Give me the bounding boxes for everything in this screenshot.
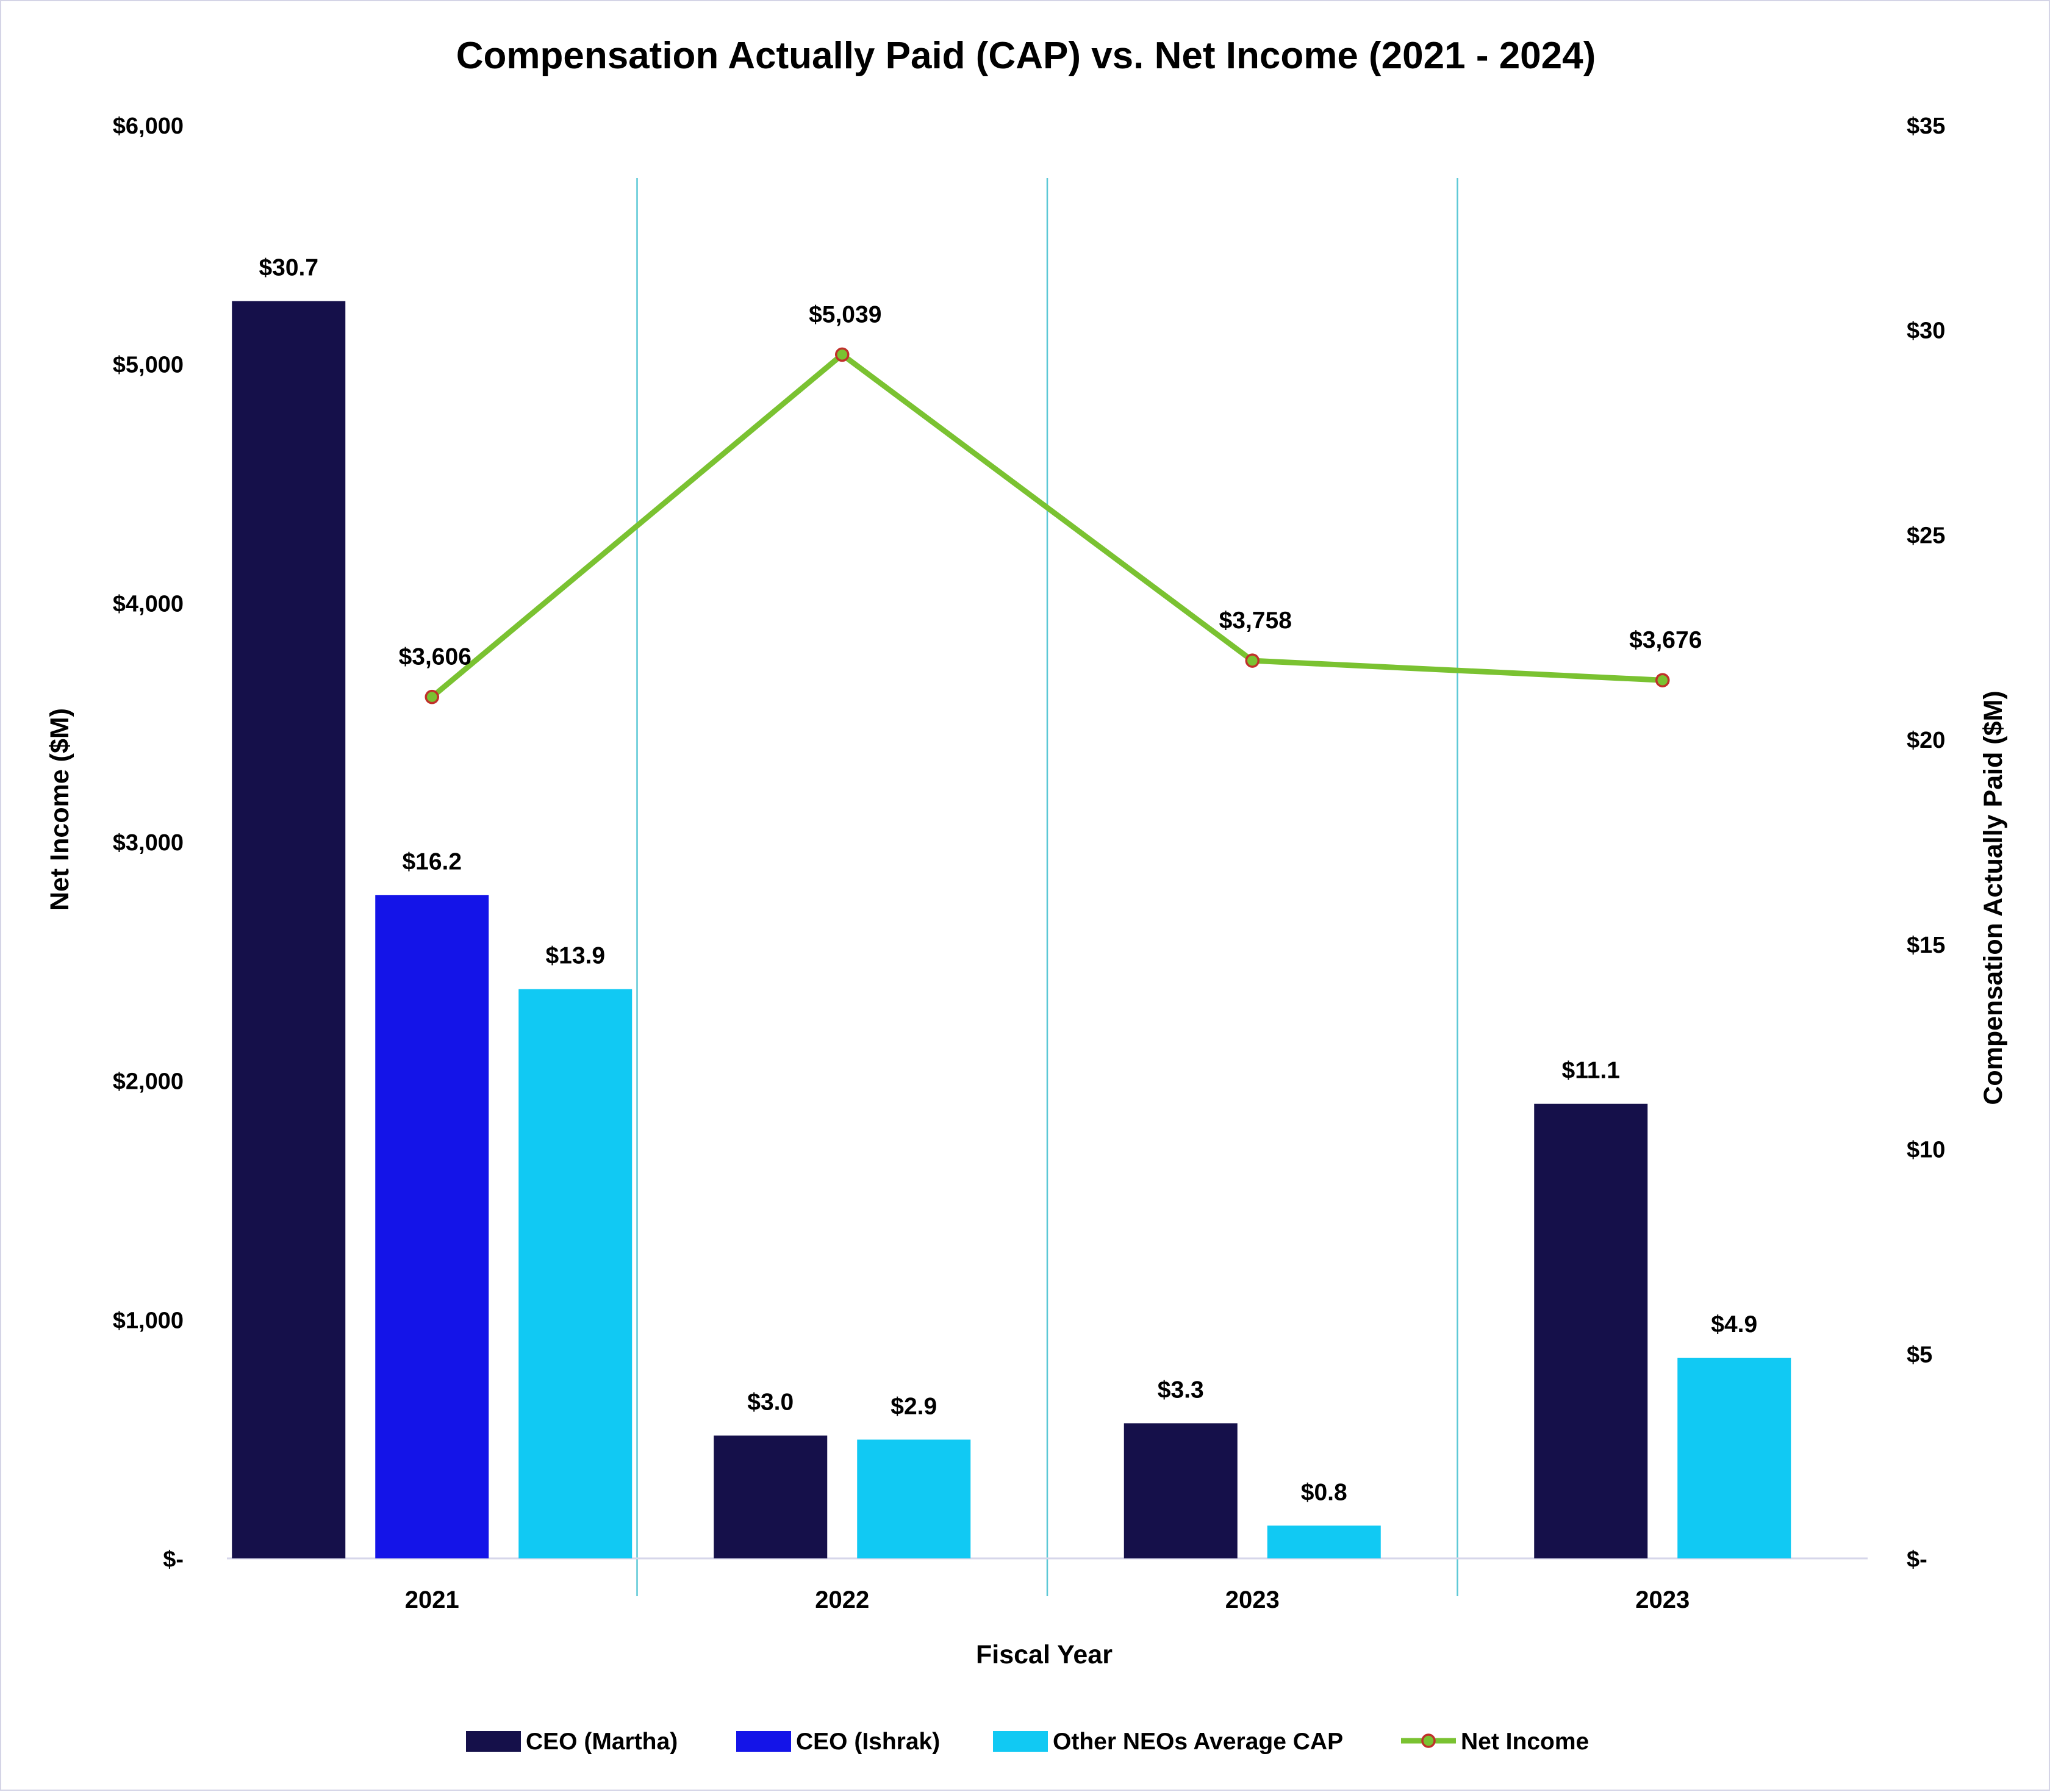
bar-data-label: $13.9: [545, 943, 605, 969]
legend-label: Net Income: [1461, 1729, 1589, 1755]
y-right-tick-label: $-: [1907, 1547, 1927, 1572]
legend-swatch-ceo-martha: [466, 1731, 521, 1752]
right-axis: $- $5 $10 $15 $20 $25 $30 $35: [1907, 113, 1945, 1572]
x-tick-label: 2022: [815, 1586, 869, 1613]
legend-label: CEO (Martha): [526, 1729, 678, 1755]
x-tick-label: 2023: [1225, 1586, 1280, 1613]
y-left-tick-label: $1,000: [113, 1308, 184, 1333]
legend-line-marker: [1421, 1733, 1436, 1748]
bar-data-label: $0.8: [1301, 1479, 1347, 1505]
bar-other-neos-average-cap: [1267, 1525, 1381, 1558]
net-income-data-label: $3,676: [1629, 627, 1702, 653]
y-right-tick-label: $25: [1907, 523, 1945, 548]
net-income-marker: [1655, 673, 1670, 687]
bar-data-label: $11.1: [1562, 1058, 1620, 1084]
x-axis-title: Fiscal Year: [976, 1640, 1113, 1669]
net-income-data-label: $3,606: [399, 644, 471, 670]
legend-swatch-other-neos-average-cap: [993, 1731, 1048, 1752]
bar-ceo-martha: [1534, 1103, 1648, 1558]
bar-data-label: $3.3: [1158, 1377, 1204, 1403]
net-income-data-label: $3,758: [1219, 607, 1292, 634]
bar-other-neos-average-cap: [1677, 1358, 1791, 1558]
bar-ceo-martha: [1124, 1423, 1238, 1558]
net-income-line-group: $3,606 $5,039 $3,758 $3,676: [399, 301, 1702, 704]
y-right-tick-label: $20: [1907, 728, 1945, 753]
net-income-line: [430, 351, 1663, 700]
y-left-tick-label: $3,000: [113, 830, 184, 856]
y-axis-right-title: Compensation Actually Paid ($M): [1979, 690, 2008, 1105]
legend: CEO (Martha) CEO (Ishrak) Other NEOs Avera…: [466, 1729, 1589, 1755]
left-axis: $- $1,000 $2,000 $3,000 $4,000 $5,000 $6,000: [113, 113, 184, 1572]
y-right-tick-label: $30: [1907, 318, 1945, 344]
y-left-tick-label: $5,000: [113, 353, 184, 378]
category-separators: [636, 178, 1458, 1596]
legend-swatch-ceo-ishrak: [736, 1731, 791, 1752]
y-right-tick-label: $10: [1907, 1138, 1945, 1163]
bar-data-label: $3.0: [747, 1389, 794, 1416]
x-tick-labels: 2021 2022 2023 2023: [405, 1586, 1690, 1613]
bar-ceo-ishrak: [375, 895, 489, 1558]
legend-label: Other NEOs Average CAP: [1053, 1729, 1343, 1755]
y-left-tick-label: $-: [163, 1547, 184, 1572]
bar-data-label: $30.7: [259, 255, 318, 281]
bar-ceo-martha: [232, 301, 346, 1558]
bar-data-label: $16.2: [402, 848, 462, 875]
net-income-marker: [1245, 653, 1260, 668]
x-tick-label: 2023: [1635, 1586, 1690, 1613]
bar-data-label: $4.9: [1711, 1311, 1757, 1338]
chart-title: Compensation Actually Paid (CAP) vs. Net…: [456, 35, 1596, 77]
y-right-tick-label: $35: [1907, 113, 1945, 139]
bar-group: [232, 301, 1791, 1558]
net-income-marker: [835, 347, 850, 362]
y-right-tick-label: $5: [1907, 1342, 1932, 1367]
net-income-marker: [425, 689, 439, 704]
bar-data-label: $2.9: [891, 1393, 937, 1419]
y-axis-left-title: Net Income ($M): [45, 708, 74, 911]
bar-ceo-martha: [714, 1435, 828, 1558]
y-left-tick-label: $2,000: [113, 1069, 184, 1095]
x-tick-label: 2021: [405, 1586, 459, 1613]
net-income-data-label: $5,039: [809, 301, 881, 328]
bar-other-neos-average-cap: [857, 1439, 971, 1558]
legend-label: CEO (Ishrak): [796, 1729, 940, 1755]
bar-label-group: $30.7 $16.2 $13.9 $3.0 $2.9 $3.3 $0.8 $11.1 $4.9: [259, 255, 1757, 1506]
y-left-tick-label: $4,000: [113, 591, 184, 617]
bar-other-neos-average-cap: [518, 989, 633, 1558]
y-left-tick-label: $6,000: [113, 113, 184, 139]
y-right-tick-label: $15: [1907, 933, 1945, 958]
